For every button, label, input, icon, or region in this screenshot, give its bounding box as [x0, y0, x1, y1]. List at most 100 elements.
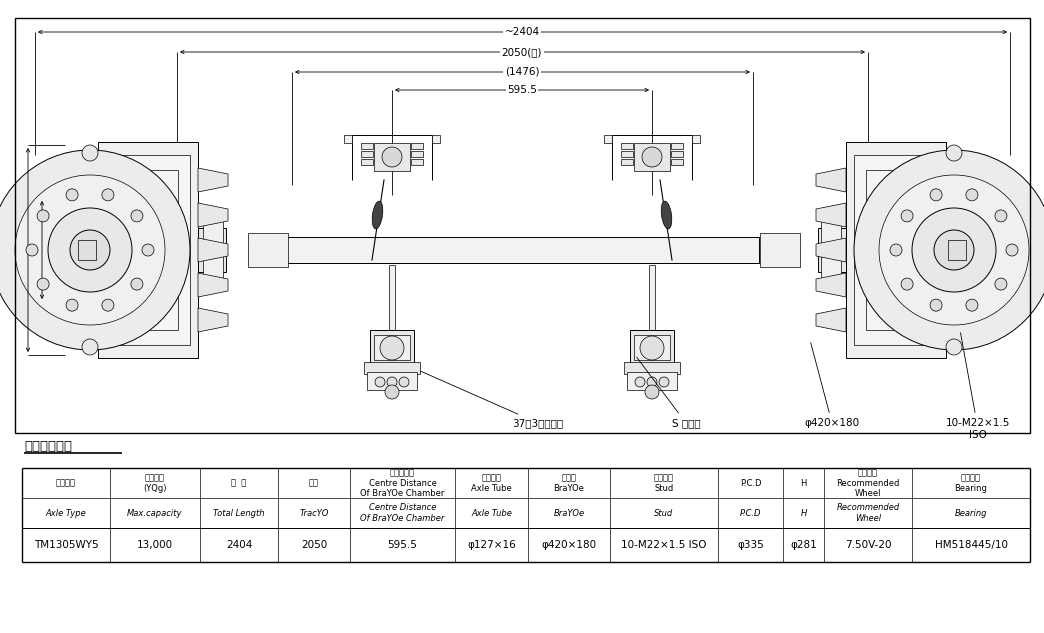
Circle shape: [966, 189, 978, 201]
Text: Axle Tube: Axle Tube: [471, 508, 512, 518]
Circle shape: [70, 230, 110, 270]
Bar: [671, 143, 683, 149]
Ellipse shape: [661, 201, 672, 229]
Bar: [630, 330, 674, 365]
Text: φ420×180: φ420×180: [805, 342, 859, 428]
Bar: [411, 159, 423, 165]
Circle shape: [82, 339, 98, 355]
Bar: [867, 170, 926, 330]
Bar: [15, 18, 1030, 433]
Bar: [854, 155, 938, 345]
Bar: [649, 265, 655, 330]
Bar: [106, 155, 190, 345]
Circle shape: [26, 244, 38, 256]
Circle shape: [382, 147, 402, 167]
Text: 13,000: 13,000: [137, 540, 173, 550]
Text: 车轴型号: 车轴型号: [56, 479, 76, 487]
Circle shape: [659, 377, 669, 387]
Circle shape: [15, 175, 165, 325]
Bar: [345, 135, 352, 143]
Circle shape: [946, 339, 962, 355]
Text: Max.capacity: Max.capacity: [127, 508, 183, 518]
Bar: [818, 228, 846, 272]
Bar: [374, 143, 410, 171]
Text: 使用轴承
Bearing: 使用轴承 Bearing: [954, 473, 988, 492]
Text: H: H: [801, 508, 807, 518]
Text: 10-M22×1.5
ISO: 10-M22×1.5 ISO: [946, 333, 1011, 439]
Text: Centre Distance
Of BraYOe Chamber: Centre Distance Of BraYOe Chamber: [360, 503, 445, 523]
Text: 总  长: 总 长: [232, 479, 246, 487]
Text: 气室中心距
Centre Distance
Of BraYOe Chamber: 气室中心距 Centre Distance Of BraYOe Chamber: [360, 468, 445, 498]
Bar: [411, 143, 423, 149]
Circle shape: [38, 210, 49, 222]
Text: S 凸轮轴: S 凸轮轴: [637, 357, 701, 428]
Bar: [634, 335, 670, 360]
Circle shape: [995, 210, 1006, 222]
Bar: [671, 159, 683, 165]
Circle shape: [930, 189, 942, 201]
Circle shape: [912, 208, 996, 292]
Bar: [361, 143, 373, 149]
Bar: [361, 151, 373, 157]
Circle shape: [130, 278, 143, 290]
Bar: [846, 142, 946, 358]
Text: 连接螺栓
Stud: 连接螺栓 Stud: [654, 473, 674, 492]
Circle shape: [82, 145, 98, 161]
Bar: [374, 335, 410, 360]
Text: 轨距: 轨距: [309, 479, 319, 487]
Ellipse shape: [372, 201, 383, 229]
Text: 10-M22×1.5 ISO: 10-M22×1.5 ISO: [621, 540, 707, 550]
Text: 2050: 2050: [301, 540, 327, 550]
Circle shape: [854, 150, 1044, 350]
Text: P.G.D: P.G.D: [13, 237, 23, 263]
Circle shape: [995, 278, 1006, 290]
Polygon shape: [198, 308, 228, 332]
Bar: [285, 237, 759, 263]
Bar: [627, 372, 677, 390]
Text: φ281: φ281: [790, 540, 816, 550]
Text: Total Length: Total Length: [213, 508, 265, 518]
Text: 37齿3孔调整臂: 37齿3孔调整臂: [421, 371, 564, 428]
Circle shape: [930, 299, 942, 311]
Text: BraYOe: BraYOe: [553, 508, 585, 518]
Circle shape: [635, 377, 645, 387]
Text: 允许载荷
(YQg): 允许载荷 (YQg): [143, 473, 167, 492]
Circle shape: [66, 299, 78, 311]
Polygon shape: [198, 238, 228, 262]
Bar: [624, 362, 680, 374]
Text: φ127×16: φ127×16: [467, 540, 516, 550]
Bar: [78, 240, 96, 260]
Bar: [621, 151, 633, 157]
Circle shape: [66, 189, 78, 201]
Circle shape: [966, 299, 978, 311]
Bar: [411, 151, 423, 157]
Circle shape: [645, 385, 659, 399]
Text: 2050(轨): 2050(轨): [502, 47, 542, 57]
Text: 制动器
BraYOe: 制动器 BraYOe: [553, 473, 585, 492]
Bar: [604, 135, 612, 143]
Circle shape: [879, 175, 1029, 325]
Text: TracYO: TracYO: [300, 508, 329, 518]
Polygon shape: [816, 238, 846, 262]
Polygon shape: [816, 308, 846, 332]
Text: ~2404: ~2404: [504, 27, 540, 37]
Bar: [370, 330, 414, 365]
Text: φ420×180: φ420×180: [542, 540, 596, 550]
Bar: [367, 372, 417, 390]
Text: φ335: φ335: [737, 540, 764, 550]
Circle shape: [380, 336, 404, 360]
Text: 轴管规格
Axle Tube: 轴管规格 Axle Tube: [471, 473, 512, 492]
Bar: [621, 143, 633, 149]
Text: Axle Type: Axle Type: [46, 508, 87, 518]
Text: P.C.D: P.C.D: [740, 479, 761, 487]
Circle shape: [901, 210, 914, 222]
Text: Stud: Stud: [655, 508, 673, 518]
Bar: [760, 233, 800, 267]
Bar: [389, 265, 395, 330]
Bar: [198, 228, 226, 272]
Circle shape: [102, 189, 114, 201]
Circle shape: [934, 230, 974, 270]
Polygon shape: [816, 203, 846, 227]
Bar: [634, 143, 670, 171]
Bar: [118, 170, 177, 330]
